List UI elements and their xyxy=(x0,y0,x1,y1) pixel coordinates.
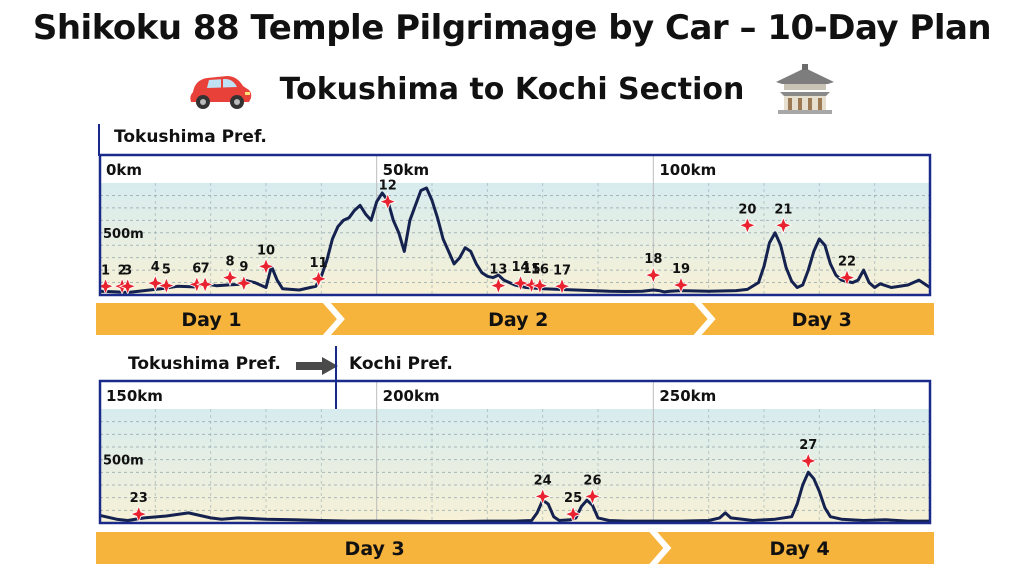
temple-label: 15 xyxy=(523,262,541,277)
temple-label: 2 xyxy=(118,263,127,278)
plot-border xyxy=(98,153,932,297)
temple-marker xyxy=(196,275,215,294)
temple-label: 14 xyxy=(511,260,529,275)
elevation-line xyxy=(99,186,931,294)
subtitle-row: Tokushima to Kochi Section xyxy=(0,64,1024,122)
temple-label: 5 xyxy=(162,263,171,278)
temple-marker xyxy=(533,487,552,506)
prefecture-label-top: Tokushima Pref. xyxy=(114,127,267,147)
day-bar xyxy=(701,303,934,335)
temple-marker xyxy=(799,451,818,471)
y-tick-label: 500m xyxy=(103,227,144,242)
x-tick-label: 150km xyxy=(106,387,163,405)
temple-label: 18 xyxy=(644,252,662,267)
temple-label: 16 xyxy=(531,263,549,278)
elevation-line xyxy=(99,470,930,523)
plot-border xyxy=(98,379,932,525)
temple-label: 7 xyxy=(201,261,210,276)
car-icon xyxy=(190,76,252,109)
day-label: Day 4 xyxy=(770,538,830,560)
temple-label: 12 xyxy=(379,179,397,194)
temple-marker xyxy=(309,269,328,288)
day-bar xyxy=(96,303,337,335)
temple-label: 21 xyxy=(774,202,792,217)
temple-label: 3 xyxy=(123,263,132,278)
temple-marker xyxy=(378,192,397,211)
arrow-right-icon xyxy=(296,357,338,375)
temple-label: 24 xyxy=(534,473,552,488)
temple-icon xyxy=(776,64,834,114)
x-tick-label: 0km xyxy=(106,161,142,179)
temple-label: 19 xyxy=(672,262,690,277)
temple-label: 17 xyxy=(553,263,571,278)
x-tick-label: 100km xyxy=(659,161,716,179)
prefecture-divider-top xyxy=(98,124,100,156)
temple-marker xyxy=(522,275,541,295)
y-tick-label: 500m xyxy=(103,454,144,469)
temple-label: 13 xyxy=(489,263,507,278)
temple-label: 23 xyxy=(130,491,148,506)
day-bar xyxy=(330,303,708,335)
temple-marker xyxy=(157,276,176,295)
plot-background xyxy=(100,183,930,295)
page-subtitle: Tokushima to Kochi Section xyxy=(279,72,745,107)
x-tick-label: 200km xyxy=(383,387,440,405)
temple-marker xyxy=(220,268,240,287)
temple-label: 27 xyxy=(799,438,817,453)
temple-label: 9 xyxy=(239,260,248,275)
temple-label: 26 xyxy=(583,473,601,488)
temple-marker xyxy=(644,265,663,285)
x-tick-label: 250km xyxy=(659,387,716,405)
temple-marker xyxy=(234,274,253,293)
day-bar xyxy=(657,532,934,564)
temple-label: 11 xyxy=(310,256,328,271)
day-bar xyxy=(96,532,664,564)
temple-marker xyxy=(738,216,757,235)
x-tick-label: 50km xyxy=(383,161,429,179)
prefecture-label-bottom-left: Tokushima Pref. xyxy=(128,354,281,374)
temple-label: 20 xyxy=(738,202,756,217)
temple-marker xyxy=(837,268,857,287)
day-label: Day 2 xyxy=(488,309,548,331)
temple-marker xyxy=(774,216,793,235)
page-title: Shikoku 88 Temple Pilgrimage by Car – 10… xyxy=(32,8,992,48)
prefecture-label-bottom-right: Kochi Pref. xyxy=(349,354,453,374)
temple-marker xyxy=(146,274,165,293)
day-label: Day 3 xyxy=(792,309,852,331)
plot-background xyxy=(100,409,930,523)
temple-marker xyxy=(511,274,530,293)
temple-label: 25 xyxy=(564,491,582,506)
temple-marker xyxy=(256,257,276,276)
day-label: Day 3 xyxy=(345,538,405,560)
temple-label: 22 xyxy=(838,255,856,270)
temple-label: 6 xyxy=(192,261,201,276)
temple-marker xyxy=(583,487,602,506)
prefecture-divider-bottom xyxy=(335,346,337,412)
day-label: Day 1 xyxy=(181,309,241,331)
temple-marker xyxy=(671,275,691,295)
temple-label: 4 xyxy=(151,260,160,275)
temple-label: 10 xyxy=(257,243,275,258)
temple-marker xyxy=(489,276,508,295)
temple-label: 8 xyxy=(226,255,235,270)
temple-marker xyxy=(530,276,550,295)
temple-label: 1 xyxy=(101,263,110,278)
